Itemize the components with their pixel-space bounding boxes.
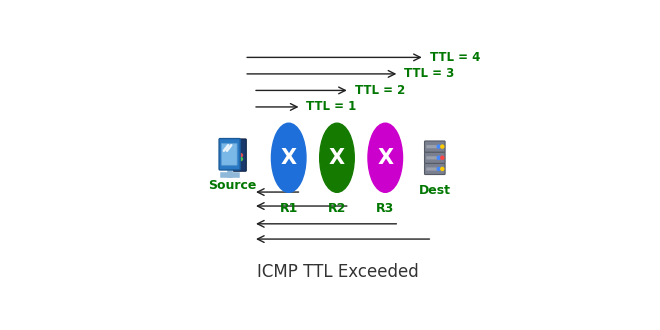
FancyBboxPatch shape	[424, 152, 445, 163]
FancyBboxPatch shape	[426, 145, 438, 148]
FancyBboxPatch shape	[233, 139, 246, 171]
Circle shape	[240, 154, 242, 157]
Text: ICMP TTL Exceeded: ICMP TTL Exceeded	[257, 263, 419, 281]
FancyBboxPatch shape	[221, 143, 237, 165]
Circle shape	[441, 145, 444, 148]
Circle shape	[441, 156, 444, 159]
Circle shape	[437, 145, 440, 148]
Text: R1: R1	[280, 203, 298, 215]
Text: Dest: Dest	[419, 184, 451, 197]
Ellipse shape	[319, 123, 354, 192]
Circle shape	[441, 167, 444, 171]
Text: TTL = 2: TTL = 2	[355, 84, 405, 97]
FancyBboxPatch shape	[424, 141, 445, 152]
FancyBboxPatch shape	[426, 167, 438, 171]
Ellipse shape	[271, 123, 306, 192]
Text: X: X	[329, 148, 345, 168]
Circle shape	[437, 156, 440, 159]
Text: X: X	[280, 148, 297, 168]
Text: X: X	[378, 148, 393, 168]
Circle shape	[240, 157, 242, 161]
Text: TTL = 1: TTL = 1	[306, 100, 357, 114]
Text: R2: R2	[328, 203, 346, 215]
Text: TTL = 3: TTL = 3	[405, 67, 455, 81]
FancyBboxPatch shape	[426, 156, 438, 159]
Text: TTL = 4: TTL = 4	[430, 51, 480, 64]
Ellipse shape	[368, 123, 403, 192]
Text: R3: R3	[376, 203, 395, 215]
Text: Source: Source	[209, 179, 257, 192]
FancyBboxPatch shape	[424, 163, 445, 175]
Circle shape	[437, 167, 440, 171]
FancyBboxPatch shape	[219, 139, 240, 170]
